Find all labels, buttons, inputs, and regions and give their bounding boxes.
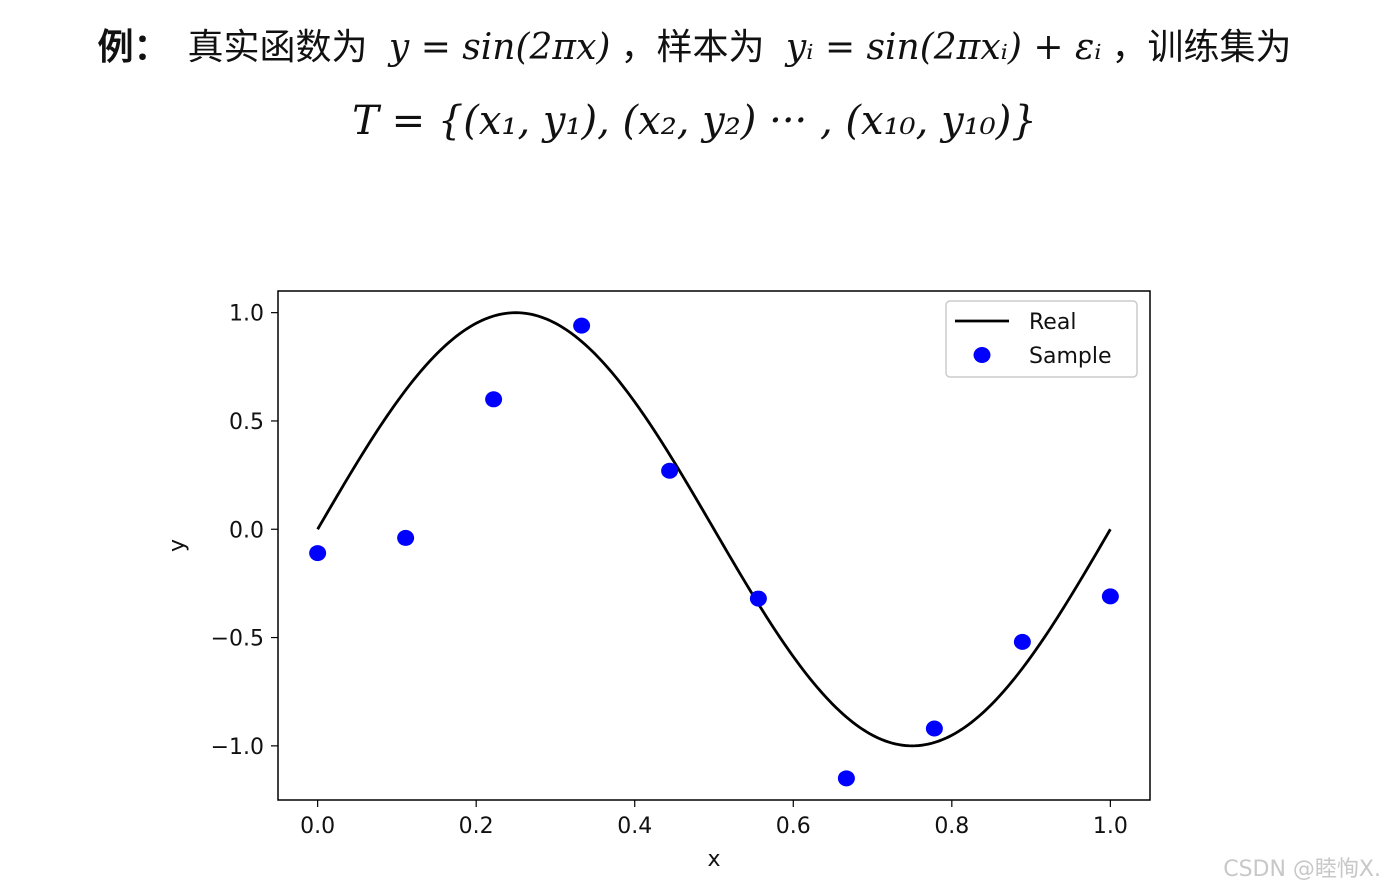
y-tick-label: −1.0 — [211, 735, 264, 760]
y-tick-label: 0.0 — [229, 518, 264, 543]
y-tick-label: 1.0 — [229, 302, 264, 327]
y-tick-label: −0.5 — [211, 627, 264, 652]
x-tick-label: 0.6 — [776, 814, 811, 839]
sample-point — [837, 770, 855, 787]
description-text: ，训练集为 — [1111, 27, 1292, 68]
sample-point — [1013, 633, 1031, 650]
training-set-formula: T = {(x₁, y₁), (x₂, y₂) ··· , (x₁₀, y₁₀)… — [352, 98, 1037, 144]
formula-line: 例： 真实函数为 y = sin(2πx) ，样本为 yᵢ = sin(2πxᵢ) … — [0, 18, 1389, 70]
real-curve-line — [316, 311, 1112, 748]
sample-point — [925, 720, 943, 737]
sample-formula: yᵢ = sin(2πxᵢ) + εᵢ — [785, 27, 1102, 68]
description-text: ，样本为 — [620, 27, 765, 68]
x-tick-label: 0.8 — [934, 814, 969, 839]
x-tick-label: 0.2 — [459, 814, 494, 839]
sample-point — [573, 317, 591, 334]
watermark: CSDN @睦恂X. — [1223, 857, 1381, 882]
sample-point — [485, 391, 503, 408]
plot-frame — [277, 290, 1151, 801]
true-function-formula: y = sin(2πx) — [388, 27, 611, 68]
y-tick-label: 0.5 — [229, 410, 264, 435]
sample-point — [1101, 588, 1119, 605]
legend-sample-label: Sample — [1029, 344, 1112, 369]
sample-point — [397, 529, 415, 546]
description-text: 真实函数为 — [187, 27, 368, 68]
legend-real-label: Real — [1029, 310, 1076, 335]
example-label: 例： — [97, 26, 170, 68]
x-tick-label: 0.4 — [617, 814, 652, 839]
x-tick-label: 0.0 — [300, 814, 335, 839]
x-axis-label: x — [707, 847, 720, 872]
legend-sample-swatch — [973, 347, 991, 363]
sample-point — [309, 545, 327, 562]
sample-point — [749, 590, 767, 607]
sample-point — [661, 462, 679, 479]
x-tick-label: 1.0 — [1093, 814, 1128, 839]
y-axis-label: y — [165, 539, 190, 552]
